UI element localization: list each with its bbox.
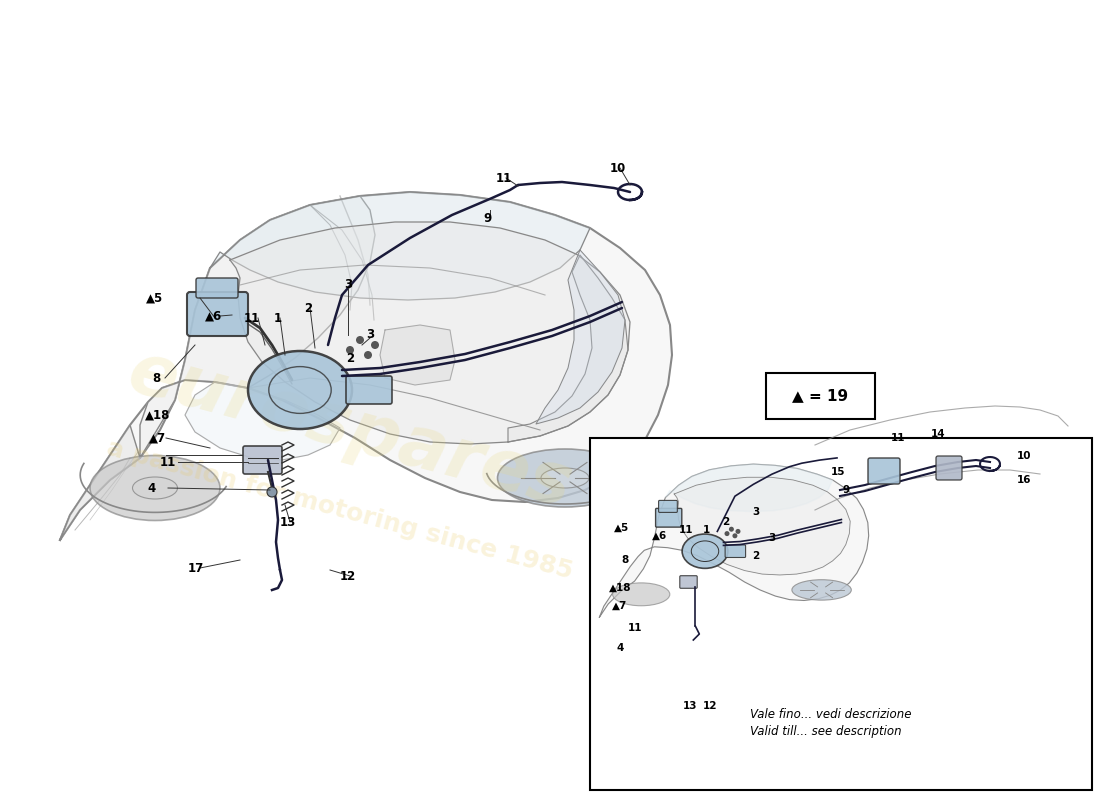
Text: 3: 3 [366, 329, 374, 342]
Ellipse shape [682, 534, 728, 568]
Ellipse shape [497, 449, 632, 507]
Text: ▲5: ▲5 [615, 523, 629, 533]
Circle shape [371, 341, 380, 349]
FancyBboxPatch shape [656, 509, 682, 527]
Ellipse shape [541, 468, 589, 488]
Text: 16: 16 [1016, 475, 1032, 485]
Text: 9: 9 [843, 485, 849, 495]
Text: 11: 11 [891, 433, 905, 443]
Polygon shape [230, 222, 630, 444]
Text: Vale fino... vedi descrizione: Vale fino... vedi descrizione [750, 709, 912, 722]
Text: 13: 13 [683, 701, 697, 711]
Text: 10: 10 [609, 162, 626, 174]
FancyBboxPatch shape [346, 376, 392, 404]
Text: 10: 10 [1016, 451, 1032, 461]
Text: 12: 12 [340, 570, 356, 582]
Text: 17: 17 [188, 562, 205, 574]
Text: 3: 3 [769, 533, 776, 543]
FancyBboxPatch shape [187, 292, 248, 336]
Polygon shape [185, 382, 340, 460]
FancyBboxPatch shape [243, 446, 282, 474]
Text: 11: 11 [679, 525, 693, 535]
Circle shape [356, 336, 364, 344]
Polygon shape [60, 425, 140, 540]
Text: ▲5: ▲5 [146, 291, 164, 305]
Polygon shape [536, 250, 625, 424]
Text: 4: 4 [616, 643, 624, 653]
Text: ▲6: ▲6 [652, 531, 668, 541]
Text: Valid till... see description: Valid till... see description [750, 726, 902, 738]
Text: 15: 15 [830, 467, 845, 477]
Polygon shape [666, 464, 833, 512]
Text: 2: 2 [723, 517, 729, 527]
Text: 11: 11 [628, 623, 642, 633]
Polygon shape [674, 478, 850, 575]
FancyBboxPatch shape [725, 545, 746, 558]
Circle shape [346, 346, 354, 354]
Text: eurospares: eurospares [121, 338, 580, 522]
Ellipse shape [132, 477, 177, 499]
FancyBboxPatch shape [936, 456, 962, 480]
Text: 2: 2 [345, 351, 354, 365]
Text: ▲18: ▲18 [608, 583, 631, 593]
Text: 3: 3 [344, 278, 352, 291]
Polygon shape [379, 325, 455, 385]
Text: ▲7: ▲7 [150, 431, 166, 445]
Polygon shape [140, 196, 375, 458]
Text: 12: 12 [703, 701, 717, 711]
Text: 11: 11 [160, 455, 176, 469]
Circle shape [733, 534, 737, 538]
Text: 13: 13 [279, 515, 296, 529]
Text: 8: 8 [152, 371, 161, 385]
Circle shape [729, 526, 734, 532]
Text: 2: 2 [304, 302, 312, 314]
Polygon shape [210, 192, 590, 300]
Text: 3: 3 [752, 507, 760, 517]
Text: 8: 8 [621, 555, 628, 565]
Text: 1: 1 [703, 525, 710, 535]
Text: 2: 2 [752, 551, 760, 561]
FancyBboxPatch shape [590, 438, 1092, 790]
Text: 9: 9 [484, 211, 492, 225]
Circle shape [725, 531, 729, 536]
FancyBboxPatch shape [868, 458, 900, 484]
Polygon shape [600, 464, 869, 618]
FancyBboxPatch shape [196, 278, 238, 298]
Ellipse shape [613, 583, 670, 606]
Ellipse shape [248, 351, 352, 429]
Text: 4: 4 [147, 482, 156, 494]
Ellipse shape [792, 580, 851, 600]
Text: ▲6: ▲6 [206, 310, 222, 322]
Ellipse shape [90, 455, 220, 521]
Circle shape [736, 529, 740, 534]
Text: 14: 14 [931, 429, 945, 439]
Text: ▲18: ▲18 [145, 409, 170, 422]
Polygon shape [60, 192, 672, 540]
FancyBboxPatch shape [680, 576, 697, 588]
Text: a passion for motoring since 1985: a passion for motoring since 1985 [104, 436, 575, 584]
Text: 11: 11 [244, 311, 260, 325]
Text: ▲ = 19: ▲ = 19 [792, 389, 848, 403]
Polygon shape [508, 255, 628, 442]
FancyBboxPatch shape [766, 373, 874, 419]
Circle shape [267, 487, 277, 497]
Text: 1: 1 [274, 311, 282, 325]
Circle shape [364, 351, 372, 359]
FancyBboxPatch shape [659, 501, 678, 512]
Text: 11: 11 [496, 171, 513, 185]
Text: ▲7: ▲7 [613, 601, 628, 611]
